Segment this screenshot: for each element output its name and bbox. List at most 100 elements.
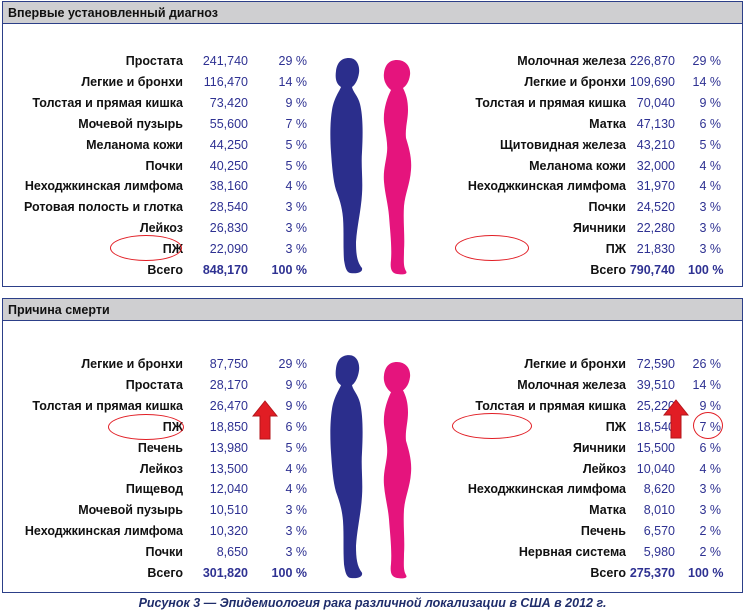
site-label: Мочевой пузырь: [78, 503, 183, 518]
percent-value: 14 %: [692, 74, 722, 89]
percent-value: 5 %: [699, 137, 721, 152]
percent-value: 3 %: [699, 242, 721, 257]
table-row: Легкие и бронхи 109,690 14 %: [0, 73, 745, 93]
count-value: 28,540: [209, 200, 248, 215]
count-value: 5,980: [643, 545, 675, 560]
count-value: 22,090: [209, 242, 248, 257]
percent-value: 100 %: [688, 263, 724, 277]
table-row: Мочевой пузырь 10,510 3 %: [0, 501, 745, 521]
count-value: 44,250: [209, 137, 248, 152]
site-label: Почки: [588, 200, 626, 215]
site-label: Неходжкинская лимфома: [24, 524, 183, 539]
table-row: Почки 40,250 5 %: [0, 157, 745, 177]
table-row: Нервная система 5,980 2 %: [0, 543, 745, 563]
count-value: 39,510: [636, 377, 675, 392]
table-row: Неходжкинская лимфома 38,160 4 %: [0, 177, 745, 197]
male-figure-icon: [330, 355, 363, 579]
site-label: Меланома кожи: [86, 137, 183, 152]
count-value: 275,370: [629, 566, 675, 580]
panel-header: Впервые установленный диагноз: [3, 2, 742, 24]
count-value: 8,650: [216, 545, 248, 560]
site-label: Ротовая полость и глотка: [23, 200, 183, 215]
count-value: 848,170: [202, 263, 248, 277]
table-row: Легкие и бронхи 72,590 26 %: [0, 355, 745, 375]
site-label: Нервная система: [518, 545, 626, 560]
count-value: 116,470: [203, 74, 248, 89]
site-label: Меланома кожи: [529, 158, 626, 173]
site-label: Пищевод: [125, 482, 183, 497]
site-label: Толстая и прямая кишка: [32, 95, 183, 110]
percent-value: 4 %: [699, 461, 721, 476]
percent-value: 3 %: [285, 200, 307, 215]
table-row: Щитовидная железа 43,210 5 %: [0, 136, 745, 156]
count-value: 55,600: [209, 116, 248, 131]
percent-value: 2 %: [699, 545, 721, 560]
up-arrow-icon: [663, 399, 689, 439]
count-value: 22,280: [636, 221, 675, 236]
site-label: Яичники: [572, 440, 626, 455]
count-value: 26,830: [209, 221, 248, 236]
table-row: Простата 28,170 9 %: [0, 376, 745, 396]
percent-value: 5 %: [285, 158, 307, 173]
percent-value: 14 %: [692, 377, 722, 392]
table-row: Толстая и прямая кишка 73,420 9 %: [0, 94, 745, 114]
table-row: Молочная железа 39,510 14 %: [0, 376, 745, 396]
table-row: Пищевод 12,040 4 %: [0, 480, 745, 500]
table-row: Матка 47,130 6 %: [0, 115, 745, 135]
table-row: Почки 24,520 3 %: [0, 198, 745, 218]
percent-value: 3 %: [285, 242, 307, 257]
site-label: Легкие и бронхи: [524, 357, 626, 371]
figure-caption: Рисунок 3 — Эпидемиология рака различной…: [138, 596, 607, 610]
count-value: 109,690: [629, 74, 675, 89]
percent-value: 29 %: [692, 54, 722, 68]
up-arrow-icon: [252, 400, 278, 440]
percent-value: 9 %: [285, 95, 307, 110]
percent-value: 9 %: [699, 95, 721, 110]
percent-value: 3 %: [699, 221, 721, 236]
site-label: Толстая и прямая кишка: [32, 398, 183, 413]
table-row: Почки 8,650 3 %: [0, 543, 745, 563]
table-row: Меланома кожи 32,000 4 %: [0, 157, 745, 177]
total-row: Всего 790,740 100 %: [0, 261, 745, 281]
site-label: Мочевой пузырь: [78, 116, 183, 131]
site-label: Простата: [125, 54, 183, 68]
percent-value: 3 %: [285, 524, 307, 539]
highlight-ellipse: [455, 235, 529, 261]
table-row: Яичники 22,280 3 %: [0, 219, 745, 239]
count-value: 18,850: [209, 419, 248, 434]
percent-value: 9 %: [285, 398, 307, 413]
site-label: Матка: [589, 503, 626, 518]
percent-value: 9 %: [285, 377, 307, 392]
site-label: Неходжкинская лимфома: [24, 179, 183, 194]
table-row: Легкие и бронхи 87,750 29 %: [0, 355, 745, 375]
percent-value: 26 %: [692, 357, 722, 371]
percent-value: 3 %: [699, 503, 721, 518]
percent-value: 6 %: [285, 419, 307, 434]
table-row: Мочевой пузырь 55,600 7 %: [0, 115, 745, 135]
percent-value: 14 %: [278, 74, 308, 89]
percent-value: 29 %: [278, 357, 308, 371]
table-row: Печень 6,570 2 %: [0, 522, 745, 542]
site-label: Толстая и прямая кишка: [475, 398, 626, 413]
count-value: 21,830: [636, 242, 675, 257]
table-row: Легкие и бронхи 116,470 14 %: [0, 73, 745, 93]
site-label: Яичники: [572, 221, 626, 236]
site-label: Почки: [145, 545, 183, 560]
highlight-ellipse: [110, 235, 182, 261]
count-value: 28,170: [209, 377, 248, 392]
count-value: 12,040: [209, 482, 248, 497]
count-value: 43,210: [636, 137, 675, 152]
count-value: 241,740: [202, 54, 248, 68]
percent-value: 6 %: [699, 116, 721, 131]
percent-value: 100 %: [271, 566, 307, 580]
count-value: 15,500: [636, 440, 675, 455]
highlight-ellipse: [452, 413, 532, 439]
percent-value: 6 %: [699, 440, 721, 455]
count-value: 70,040: [636, 95, 675, 110]
highlight-ellipse: [108, 414, 184, 440]
count-value: 13,500: [209, 461, 248, 476]
panel-title: Впервые установленный диагноз: [8, 6, 218, 20]
table-row: Матка 8,010 3 %: [0, 501, 745, 521]
site-label: Всего: [590, 566, 626, 580]
table-row: Лейкоз 10,040 4 %: [0, 460, 745, 480]
